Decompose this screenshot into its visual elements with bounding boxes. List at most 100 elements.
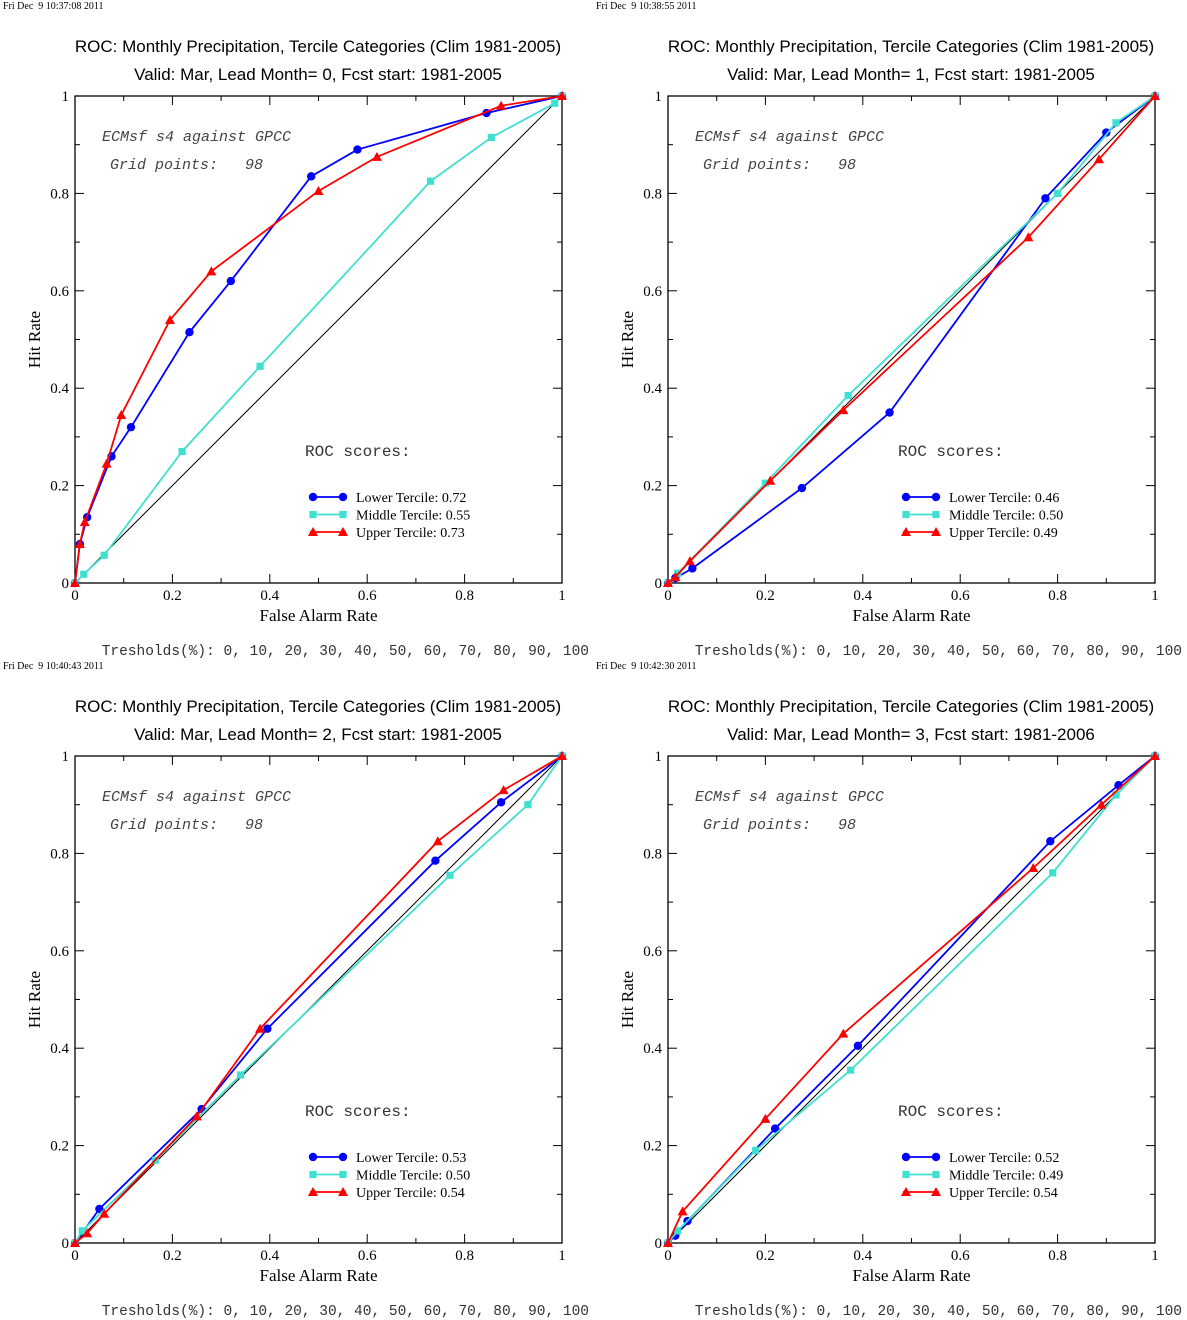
roc-chart-2: Fri Dec 9 10:38:55 2011 ROC: Monthly Prec… xyxy=(596,1,1182,660)
y-tick-label: 1 xyxy=(62,749,70,765)
data-point-upper xyxy=(82,1228,93,1238)
y-tick-label: 0.8 xyxy=(643,186,662,202)
data-point-upper xyxy=(101,458,112,468)
roc-scores-title: ROC scores: xyxy=(898,1103,1004,1121)
data-point-upper xyxy=(1096,799,1107,809)
data-point-upper xyxy=(663,1238,673,1247)
legend-marker-middle xyxy=(932,1170,940,1179)
thresholds-text: Tresholds(%): 0, 10, 20, 30, 40, 50, 60,… xyxy=(695,644,1182,660)
data-point-middle xyxy=(80,570,88,578)
legend-marker-lower xyxy=(338,492,348,502)
y-tick-label: 0 xyxy=(655,576,663,592)
model-info-text: ECMsf s4 against GPCC xyxy=(102,129,291,146)
roc-panel-1: Fri Dec 9 10:37:08 2011 ROC: Monthly Prec… xyxy=(0,0,594,660)
data-point-middle xyxy=(256,362,264,370)
legend-marker-middle xyxy=(339,1170,347,1179)
x-tick-label: 1 xyxy=(558,588,566,604)
data-point-upper xyxy=(70,578,80,587)
data-point-lower xyxy=(885,408,894,417)
x-tick-label: 0.4 xyxy=(260,588,279,604)
data-point-middle xyxy=(78,1227,86,1235)
legend-marker-lower xyxy=(901,1152,911,1162)
data-point-upper xyxy=(432,836,443,846)
y-tick-label: 0.6 xyxy=(643,284,662,300)
series-line-upper xyxy=(667,95,1156,584)
x-tick-label: 1 xyxy=(1151,588,1159,604)
legend-entry-upper: Upper Tercile: 0.73 xyxy=(356,526,465,541)
timestamp: Fri Dec 9 10:40:43 2011 xyxy=(3,661,103,672)
roc-panel-3: Fri Dec 9 10:40:43 2011 ROC: Monthly Prec… xyxy=(0,660,594,1320)
data-point-upper xyxy=(498,785,509,795)
data-point-middle xyxy=(426,177,435,185)
data-point-lower xyxy=(353,145,362,154)
legend-entry-middle: Middle Tercile: 0.55 xyxy=(356,509,470,524)
y-tick-label: 0.6 xyxy=(50,284,69,300)
x-tick-label: 0.2 xyxy=(163,588,182,604)
y-tick-label: 0.8 xyxy=(50,846,69,862)
data-point-upper xyxy=(677,1206,688,1216)
data-point-middle xyxy=(1054,189,1062,197)
legend-entry-middle: Middle Tercile: 0.50 xyxy=(949,509,1063,524)
grid-points-text: Grid points: 98 xyxy=(703,817,856,834)
x-axis-label: False Alarm Rate xyxy=(259,606,377,625)
data-point-middle xyxy=(844,391,852,400)
y-tick-label: 0.2 xyxy=(50,479,69,495)
x-tick-label: 0 xyxy=(71,588,79,604)
data-point-lower xyxy=(770,1124,780,1133)
chart-subtitle: Valid: Mar, Lead Month= 1, Fcst start: 1… xyxy=(727,65,1095,84)
roc-scores-title: ROC scores: xyxy=(305,443,411,461)
roc-panel-4: Fri Dec 9 10:42:30 2011 ROC: Monthly Prec… xyxy=(593,660,1187,1320)
chart-title: ROC: Monthly Precipitation, Tercile Cate… xyxy=(668,697,1154,716)
data-point-lower xyxy=(185,327,194,337)
data-point-upper xyxy=(164,315,175,325)
x-tick-label: 0 xyxy=(664,588,672,604)
roc-scores-title: ROC scores: xyxy=(305,1103,411,1121)
x-tick-label: 1 xyxy=(558,1248,566,1264)
y-tick-label: 0.6 xyxy=(50,944,69,960)
legend-marker-middle xyxy=(309,1170,317,1179)
timestamp: Fri Dec 9 10:38:55 2011 xyxy=(596,1,696,12)
y-tick-label: 0.4 xyxy=(50,1041,69,1057)
data-point-lower xyxy=(1041,194,1050,203)
data-point-upper xyxy=(663,578,673,587)
data-point-upper xyxy=(760,1113,771,1123)
data-point-upper xyxy=(191,1111,202,1121)
legend-marker-upper xyxy=(308,527,318,536)
legend-marker-middle xyxy=(932,510,940,519)
x-tick-label: 0.8 xyxy=(1048,1248,1067,1264)
timestamp: Fri Dec 9 10:37:08 2011 xyxy=(3,1,103,12)
legend-marker-lower xyxy=(931,1152,941,1162)
y-tick-label: 0.2 xyxy=(643,479,662,495)
legend-marker-lower xyxy=(338,1152,348,1162)
y-tick-label: 0.8 xyxy=(50,186,69,202)
legend-marker-middle xyxy=(339,510,347,519)
legend-entry-upper: Upper Tercile: 0.54 xyxy=(949,1186,1058,1201)
data-point-upper xyxy=(313,185,324,195)
x-tick-label: 0.8 xyxy=(1048,588,1067,604)
x-tick-label: 0 xyxy=(71,1248,79,1264)
data-point-middle xyxy=(761,479,769,487)
data-point-lower xyxy=(797,483,807,493)
roc-chart-4: Fri Dec 9 10:42:30 2011 ROC: Monthly Prec… xyxy=(596,661,1182,1320)
legend-marker-upper xyxy=(901,527,911,536)
data-point-middle xyxy=(178,447,186,456)
x-axis-label: False Alarm Rate xyxy=(852,1266,970,1285)
legend-entry-lower: Lower Tercile: 0.46 xyxy=(949,491,1059,506)
legend-marker-upper xyxy=(931,527,941,536)
legend-entry-middle: Middle Tercile: 0.49 xyxy=(949,1169,1063,1184)
legend-entry-middle: Middle Tercile: 0.50 xyxy=(356,1169,470,1184)
x-tick-label: 0.6 xyxy=(951,1248,970,1264)
y-tick-label: 0.4 xyxy=(643,381,662,397)
data-point-middle xyxy=(1112,119,1120,127)
timestamp: Fri Dec 9 10:42:30 2011 xyxy=(596,661,696,672)
y-tick-label: 0.2 xyxy=(643,1139,662,1155)
thresholds-text: Tresholds(%): 0, 10, 20, 30, 40, 50, 60,… xyxy=(102,1304,589,1320)
data-point-lower xyxy=(496,798,506,807)
grid-points-text: Grid points: 98 xyxy=(110,157,263,174)
legend-marker-middle xyxy=(902,1170,910,1179)
chart-title: ROC: Monthly Precipitation, Tercile Cate… xyxy=(668,37,1154,56)
legend-entry-lower: Lower Tercile: 0.72 xyxy=(356,491,466,506)
data-point-lower xyxy=(688,564,697,573)
x-tick-label: 0.6 xyxy=(358,588,377,604)
x-tick-label: 0.8 xyxy=(455,1248,474,1264)
